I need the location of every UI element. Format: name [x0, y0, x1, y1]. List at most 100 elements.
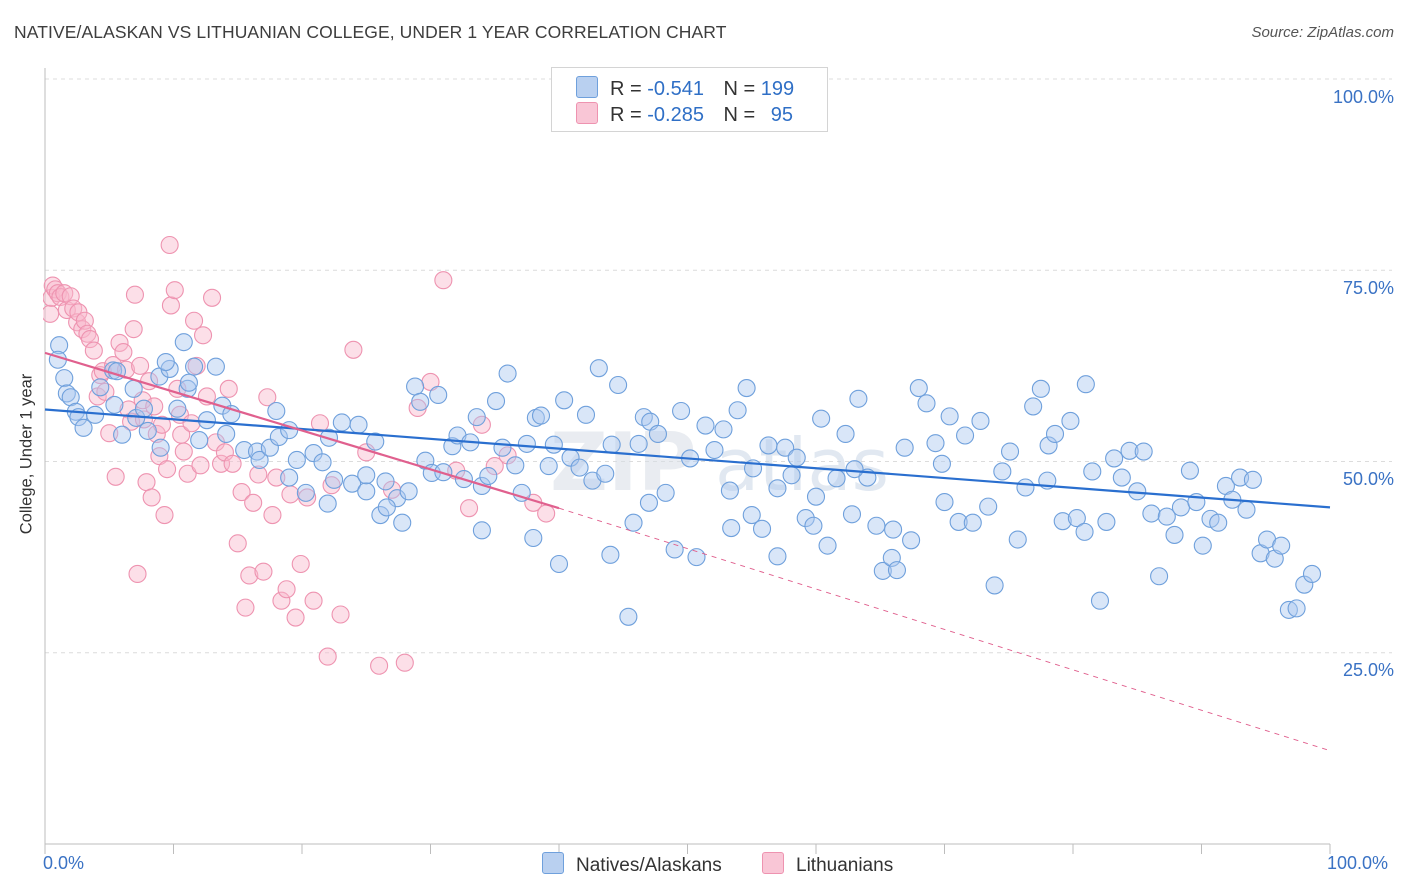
natives-point	[376, 472, 395, 491]
natives-point	[902, 531, 921, 550]
natives-point	[1209, 513, 1228, 532]
lithuanians-point	[232, 483, 251, 502]
natives-point	[1039, 436, 1058, 455]
legend-item-natives: Natives/Alaskans	[542, 852, 722, 877]
natives-point	[174, 333, 193, 352]
natives-point	[884, 520, 903, 539]
lithuanians-point	[370, 656, 389, 675]
lithuanians-point	[254, 562, 273, 581]
natives-point	[48, 350, 67, 369]
natives-point	[1097, 512, 1116, 531]
blue-swatch	[576, 76, 598, 98]
natives-point	[357, 482, 376, 501]
natives-point	[371, 505, 390, 525]
natives-point	[687, 548, 706, 567]
legend-label-natives: Natives/Alaskans	[576, 855, 722, 876]
lithuanians-point	[291, 554, 310, 574]
natives-point	[602, 435, 621, 454]
natives-point	[325, 470, 344, 489]
natives-point	[357, 466, 376, 485]
natives-point	[648, 424, 667, 444]
y-tick-label-75: 75.0%	[1342, 278, 1394, 298]
natives-point	[74, 418, 93, 437]
natives-point	[1061, 411, 1080, 431]
natives-point	[1279, 600, 1298, 619]
natives-point	[752, 519, 772, 538]
lithuanians-point	[182, 414, 201, 433]
natives-point	[168, 399, 187, 418]
natives-point	[787, 448, 806, 467]
natives-point	[1008, 530, 1027, 549]
natives-point	[806, 487, 826, 506]
r-label: R =	[610, 104, 642, 126]
natives-point	[720, 481, 739, 500]
natives-point	[179, 373, 198, 392]
natives-point	[280, 468, 299, 487]
natives-point	[629, 434, 648, 453]
legend-item-lithuanians: Lithuanians	[762, 852, 893, 877]
natives-point	[759, 436, 778, 455]
natives-point	[151, 438, 170, 457]
natives-point	[728, 401, 747, 420]
natives-point	[406, 377, 425, 396]
natives-point	[1171, 498, 1190, 517]
lithuanians-point	[281, 485, 300, 504]
natives-point	[1112, 468, 1131, 487]
natives-point	[1237, 500, 1256, 519]
natives-point	[393, 513, 412, 532]
natives-point	[493, 438, 512, 457]
natives-point	[589, 359, 608, 378]
natives-point	[250, 450, 269, 470]
natives-point	[1142, 504, 1161, 523]
natives-point	[1134, 442, 1153, 461]
natives-point	[985, 576, 1004, 595]
lithuanians-point	[137, 473, 156, 492]
natives-trend-line	[44, 408, 1331, 509]
natives-point	[776, 438, 795, 457]
natives-point	[917, 394, 936, 413]
natives-point	[895, 438, 914, 457]
natives-point	[601, 545, 620, 564]
natives-point	[50, 336, 69, 355]
natives-point	[544, 435, 563, 454]
natives-point	[812, 409, 831, 428]
natives-point	[873, 561, 892, 580]
natives-point	[105, 395, 124, 414]
lithuanians-point	[537, 504, 556, 523]
lithuanians-point	[263, 505, 282, 525]
natives-point	[267, 401, 286, 421]
natives-point	[696, 416, 715, 435]
natives-point	[570, 458, 589, 477]
natives-point	[1000, 442, 1020, 461]
lithuanians-point	[318, 647, 337, 666]
natives-point	[705, 440, 724, 460]
lithuanians-point	[228, 534, 247, 553]
n-label: N =	[723, 104, 756, 126]
natives-point	[506, 456, 525, 475]
natives-point	[827, 469, 846, 488]
lithuanians-point	[110, 333, 129, 352]
natives-point	[1105, 449, 1124, 468]
natives-point	[366, 432, 385, 451]
natives-point	[555, 391, 574, 410]
natives-point	[665, 540, 684, 559]
natives-point	[836, 424, 855, 444]
lithuanians-point	[84, 341, 103, 360]
natives-point	[531, 406, 551, 425]
lithuanians-point	[272, 591, 291, 610]
natives-point	[178, 379, 197, 398]
natives-point	[1243, 470, 1262, 489]
natives-point	[926, 434, 945, 453]
natives-point	[1090, 591, 1110, 610]
natives-point	[935, 492, 954, 512]
lithuanians-point	[258, 388, 277, 407]
natives-point	[197, 411, 216, 430]
y-tick-label-25: 25.0%	[1342, 660, 1394, 680]
lithuanians-point	[134, 410, 153, 429]
lithuanians-point	[240, 566, 259, 585]
natives-point	[134, 399, 153, 418]
natives-point	[1031, 379, 1050, 398]
natives-point	[849, 389, 868, 408]
natives-point	[539, 457, 558, 476]
natives-point	[963, 513, 982, 532]
